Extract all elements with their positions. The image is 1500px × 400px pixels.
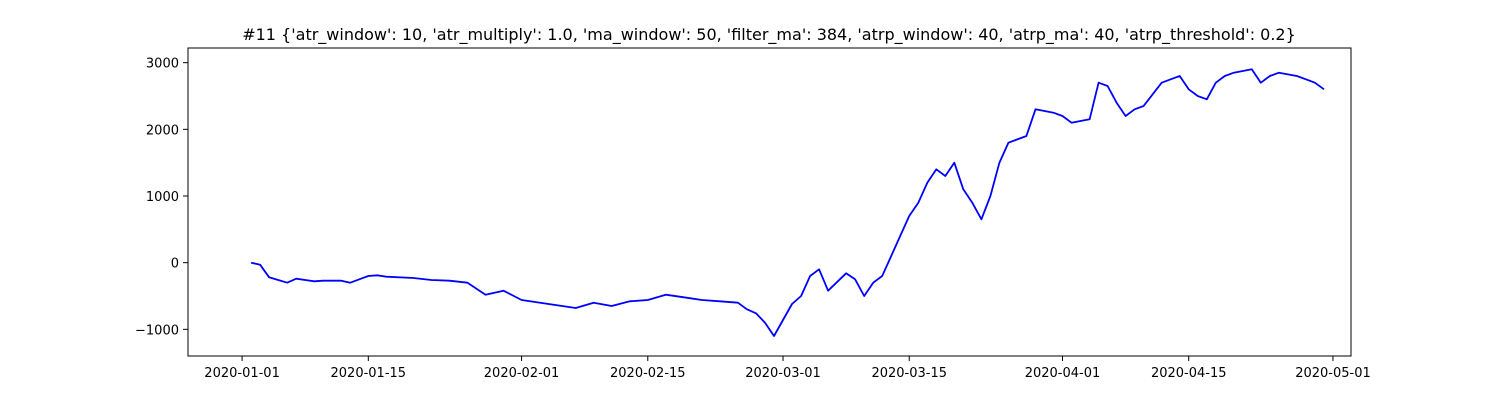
x-tick-label: 2020-03-01 [745,366,821,381]
series-layer [250,68,1325,337]
y-tick-label: 2000 [146,123,179,138]
x-tick-label: 2020-01-01 [204,366,280,381]
chart-title: #11 {'atr_window': 10, 'atr_multiply': 1… [242,25,1296,45]
y-tick-label: 0 [171,257,179,272]
x-tick-label: 2020-02-15 [610,366,686,381]
x-tick-label: 2020-04-15 [1151,366,1227,381]
series-line-0 [250,68,1325,337]
y-tick-label: 3000 [146,57,179,72]
y-tick-label: 1000 [146,190,179,205]
x-tick-label: 2020-01-15 [331,366,407,381]
x-tick-label: 2020-02-01 [484,366,560,381]
plot-area-frame [187,47,1352,357]
x-tick-label: 2020-03-15 [871,366,947,381]
x-axis: 2020-01-01 2020-01-15 2020-02-01 2020-02-15… [204,356,1371,381]
x-tick-label: 2020-05-01 [1295,366,1371,381]
y-tick-label: −1000 [135,323,179,338]
x-tick-label: 2020-04-01 [1025,366,1101,381]
y-axis: −1000 0 1000 2000 3000 [135,57,188,338]
